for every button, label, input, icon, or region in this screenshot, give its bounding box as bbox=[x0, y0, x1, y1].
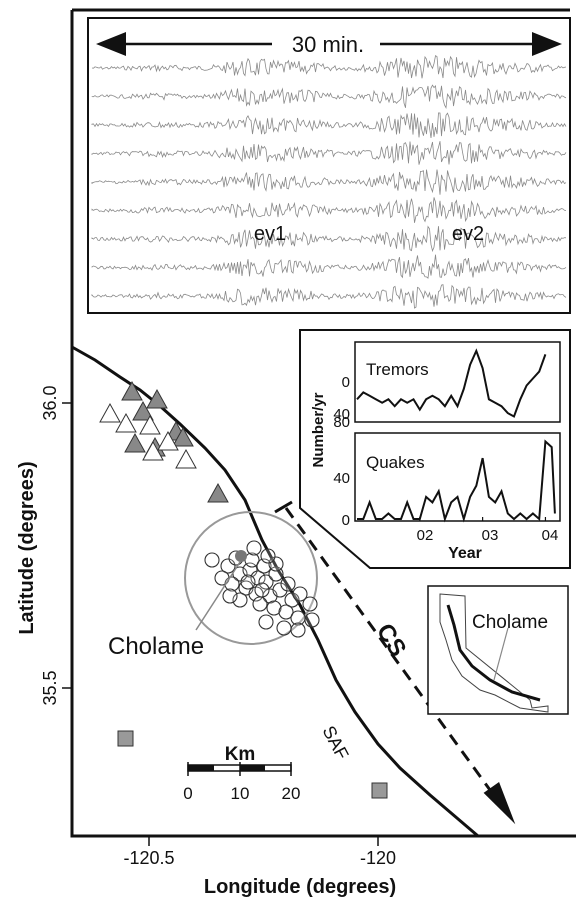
cholame-label: Cholame bbox=[108, 633, 204, 660]
event-label-ev1: ev1 bbox=[254, 223, 286, 245]
inset-cholame-label: Cholame bbox=[472, 612, 548, 633]
earthquake-circle bbox=[260, 548, 276, 564]
seismic-trace bbox=[91, 169, 567, 195]
filled-triangle bbox=[146, 388, 168, 409]
open-triangle bbox=[175, 448, 197, 469]
earthquake-circle bbox=[276, 620, 292, 636]
earthquake-circle bbox=[272, 582, 288, 598]
cs-arrowhead bbox=[483, 782, 516, 825]
x-axis-label: Longitude (degrees) bbox=[204, 876, 396, 898]
earthquake-circle bbox=[258, 574, 274, 590]
open-triangle bbox=[115, 412, 137, 433]
cholame-point bbox=[235, 550, 247, 562]
earthquake-circle bbox=[240, 574, 256, 590]
tremor-quake-inset: Tremors Quakes 0 40 80 0 40 02 03 04 Yea… bbox=[299, 329, 571, 569]
y-tick: 0 bbox=[342, 374, 350, 391]
scale-tick: 0 bbox=[183, 784, 192, 803]
scale-tick: 20 bbox=[282, 784, 301, 803]
cholame-leader bbox=[195, 561, 241, 631]
seismic-trace bbox=[91, 254, 567, 279]
earthquake-circle bbox=[302, 596, 318, 612]
station-square bbox=[117, 730, 134, 747]
earthquake-circle bbox=[246, 540, 262, 556]
scale-unit: Km bbox=[225, 744, 256, 765]
earthquake-circle bbox=[284, 592, 300, 608]
map-panel: -120.5 -120 Longitude (degrees) 36.0 35.… bbox=[16, 8, 576, 898]
scale-tick: 10 bbox=[231, 784, 250, 803]
inset-x-label: Year bbox=[448, 545, 482, 562]
y-tick: 0 bbox=[342, 512, 350, 529]
arrow-left-icon bbox=[96, 32, 126, 56]
open-triangle bbox=[142, 440, 164, 461]
earthquake-circle bbox=[278, 604, 294, 620]
california-inset: Cholame bbox=[427, 585, 569, 715]
filled-triangle bbox=[121, 380, 143, 401]
earthquake-circle bbox=[258, 614, 274, 630]
x-tick: 04 bbox=[542, 527, 559, 544]
earthquake-circle bbox=[292, 586, 308, 602]
earthquake-circle bbox=[268, 556, 284, 572]
panel-label-quakes: Quakes bbox=[366, 453, 425, 472]
seismic-trace bbox=[91, 112, 567, 139]
inset-y-label: Number/yr bbox=[310, 392, 327, 467]
earthquake-circle bbox=[252, 596, 268, 612]
x-tick-label: -120 bbox=[360, 848, 396, 868]
seismic-trace bbox=[91, 141, 567, 165]
filled-triangle bbox=[172, 426, 194, 447]
x-tick: 02 bbox=[417, 527, 434, 544]
cs-arrow-line bbox=[284, 507, 492, 791]
inset-leader bbox=[493, 627, 509, 681]
x-tick-label: -120.5 bbox=[123, 848, 174, 868]
seismic-trace bbox=[91, 225, 567, 253]
station-square bbox=[371, 782, 388, 799]
open-triangle bbox=[157, 430, 179, 451]
open-triangle bbox=[139, 414, 161, 435]
tremor-region-circle bbox=[184, 511, 318, 645]
fault-label: SAF bbox=[318, 722, 352, 762]
filled-triangle bbox=[124, 432, 146, 453]
arrow-right-icon bbox=[532, 32, 562, 56]
seismic-traces bbox=[91, 55, 567, 309]
seismic-trace bbox=[91, 284, 567, 309]
inset-series bbox=[356, 348, 556, 523]
earthquake-circle bbox=[222, 588, 238, 604]
earthquake-circle bbox=[304, 612, 320, 628]
y-tick: 80 bbox=[333, 414, 350, 431]
panel-label-tremors: Tremors bbox=[366, 360, 429, 379]
y-tick-label: 35.5 bbox=[40, 670, 60, 705]
scale-bar: Km 0 10 20 bbox=[183, 744, 300, 803]
open-triangle bbox=[99, 402, 121, 423]
seismogram-panel: 30 min. ev1 ev2 bbox=[87, 17, 571, 314]
seismic-trace bbox=[91, 55, 567, 79]
y-axis-label: Latitude (degrees) bbox=[16, 461, 38, 634]
event-label-ev2: ev2 bbox=[452, 223, 484, 245]
earthquake-circle bbox=[254, 582, 270, 598]
y-tick: 40 bbox=[333, 406, 350, 423]
x-tick: 03 bbox=[482, 527, 499, 544]
earthquake-circle bbox=[266, 600, 282, 616]
fault-trace bbox=[71, 345, 479, 838]
inset-fault bbox=[446, 604, 541, 702]
y-tick-label: 36.0 bbox=[40, 385, 60, 420]
earthquake-circle bbox=[280, 576, 296, 592]
seismic-trace bbox=[91, 197, 567, 223]
y-tick: 40 bbox=[333, 470, 350, 487]
cs-label: CS bbox=[371, 619, 412, 662]
earthquake-circle bbox=[290, 622, 306, 638]
filled-triangle bbox=[132, 400, 154, 421]
earthquake-circle bbox=[204, 552, 220, 568]
cs-start-tick bbox=[274, 500, 293, 514]
filled-triangle bbox=[207, 482, 229, 503]
earthquake-circle bbox=[220, 558, 236, 574]
seismic-trace bbox=[91, 84, 567, 109]
earthquake-circles bbox=[204, 540, 320, 638]
duration-label: 30 min. bbox=[292, 32, 364, 57]
station-triangles bbox=[99, 380, 229, 503]
